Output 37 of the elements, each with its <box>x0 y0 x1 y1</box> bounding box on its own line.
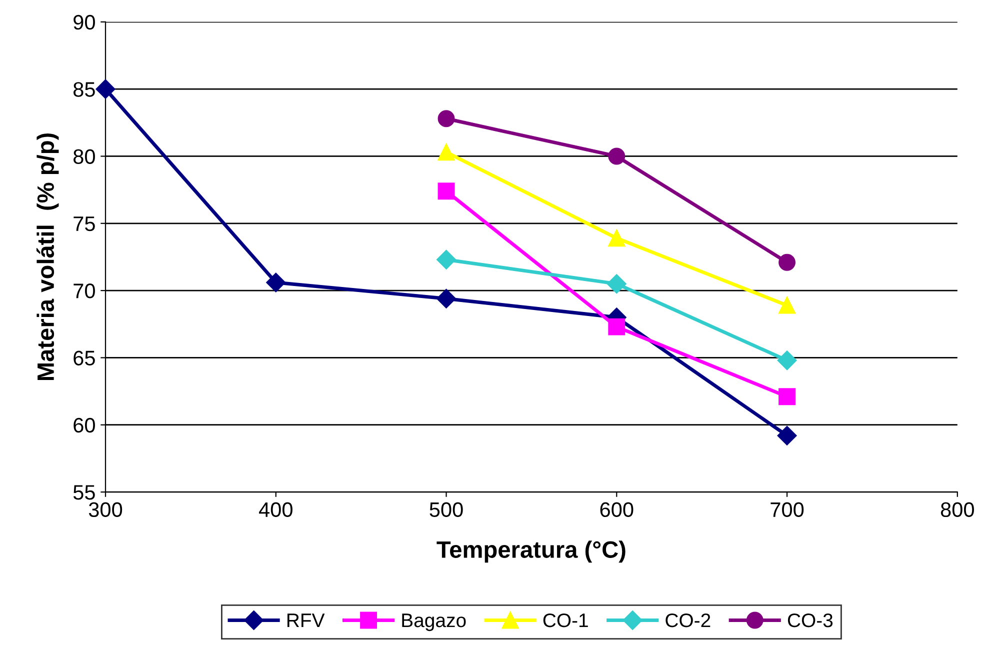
y-axis-title: Materia volátil (% p/p) <box>36 134 59 380</box>
y-tick-label: 85 <box>74 82 95 97</box>
x-tick-label: 500 <box>430 502 463 518</box>
x-axis-title: Temperatura (°C) <box>436 540 626 563</box>
point <box>436 250 456 270</box>
legend-label: CO-1 <box>543 613 588 628</box>
y-tick-label: 65 <box>74 350 95 366</box>
point <box>96 79 116 99</box>
x-tick-label: 400 <box>258 502 292 518</box>
point <box>778 296 796 314</box>
point <box>778 388 796 406</box>
y-tick-label: 80 <box>74 149 95 164</box>
point <box>608 148 626 165</box>
x-tick-label: 700 <box>770 502 804 518</box>
legend-label: Bagazo <box>402 614 466 632</box>
y-tick-label: 90 <box>74 14 95 30</box>
legend-label: CO-2 <box>666 613 710 628</box>
point <box>608 230 626 247</box>
y-tick-label: 75 <box>74 216 95 232</box>
y-tick-label: 70 <box>74 284 95 298</box>
legend-label: RFV <box>287 614 325 628</box>
x-tick-label: 300 <box>88 502 122 518</box>
point <box>438 110 455 128</box>
point <box>438 144 455 161</box>
point <box>777 350 797 370</box>
point <box>266 272 286 292</box>
y-tick-label: 60 <box>74 418 95 433</box>
y-tick-label: 55 <box>73 485 95 500</box>
point <box>606 274 626 294</box>
point <box>778 254 796 271</box>
point <box>777 426 797 446</box>
point <box>438 182 455 200</box>
x-tick-label: 600 <box>600 502 634 518</box>
point <box>608 318 626 336</box>
point <box>436 288 456 308</box>
legend-label: CO-3 <box>788 613 833 628</box>
x-tick-label: 800 <box>940 502 974 518</box>
